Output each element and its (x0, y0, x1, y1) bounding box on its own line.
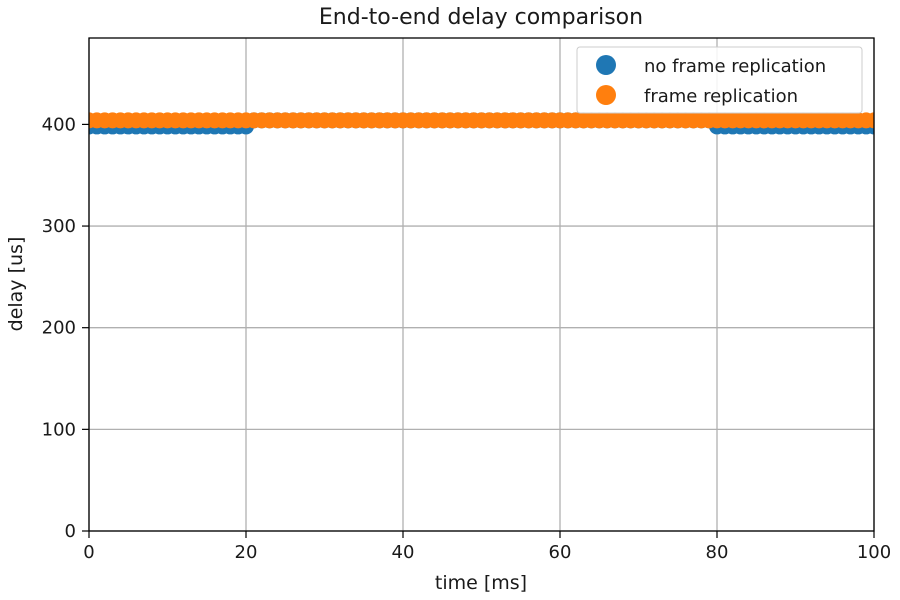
x-tick-label: 80 (706, 542, 729, 563)
y-tick-label: 200 (42, 318, 76, 339)
legend: no frame replication frame replication (576, 46, 863, 114)
x-tick-label: 100 (857, 542, 891, 563)
legend-box (576, 46, 863, 114)
legend-marker-no-frame-replication (596, 55, 616, 75)
x-tick-label: 60 (549, 542, 572, 563)
y-tick-label: 0 (65, 521, 76, 542)
x-tick-label: 40 (392, 542, 415, 563)
ticks: 0 20 40 60 80 100 0 100 200 300 400 (42, 114, 892, 563)
legend-marker-frame-replication (596, 85, 616, 105)
y-tick-label: 300 (42, 216, 76, 237)
legend-label-no-frame-replication: no frame replication (644, 56, 826, 77)
series-frame-replication (89, 112, 874, 129)
series-layer (89, 112, 874, 135)
legend-label-frame-replication: frame replication (644, 86, 798, 107)
x-tick-label: 0 (83, 542, 94, 563)
chart-title: End-to-end delay comparison (319, 5, 643, 30)
y-tick-label: 400 (42, 114, 76, 135)
data-point (866, 112, 874, 129)
y-axis-label: delay [us] (5, 237, 27, 332)
plot-frame (88, 37, 875, 532)
x-tick-label: 20 (235, 542, 258, 563)
x-axis-label: time [ms] (435, 572, 527, 594)
y-tick-label: 100 (42, 419, 76, 440)
